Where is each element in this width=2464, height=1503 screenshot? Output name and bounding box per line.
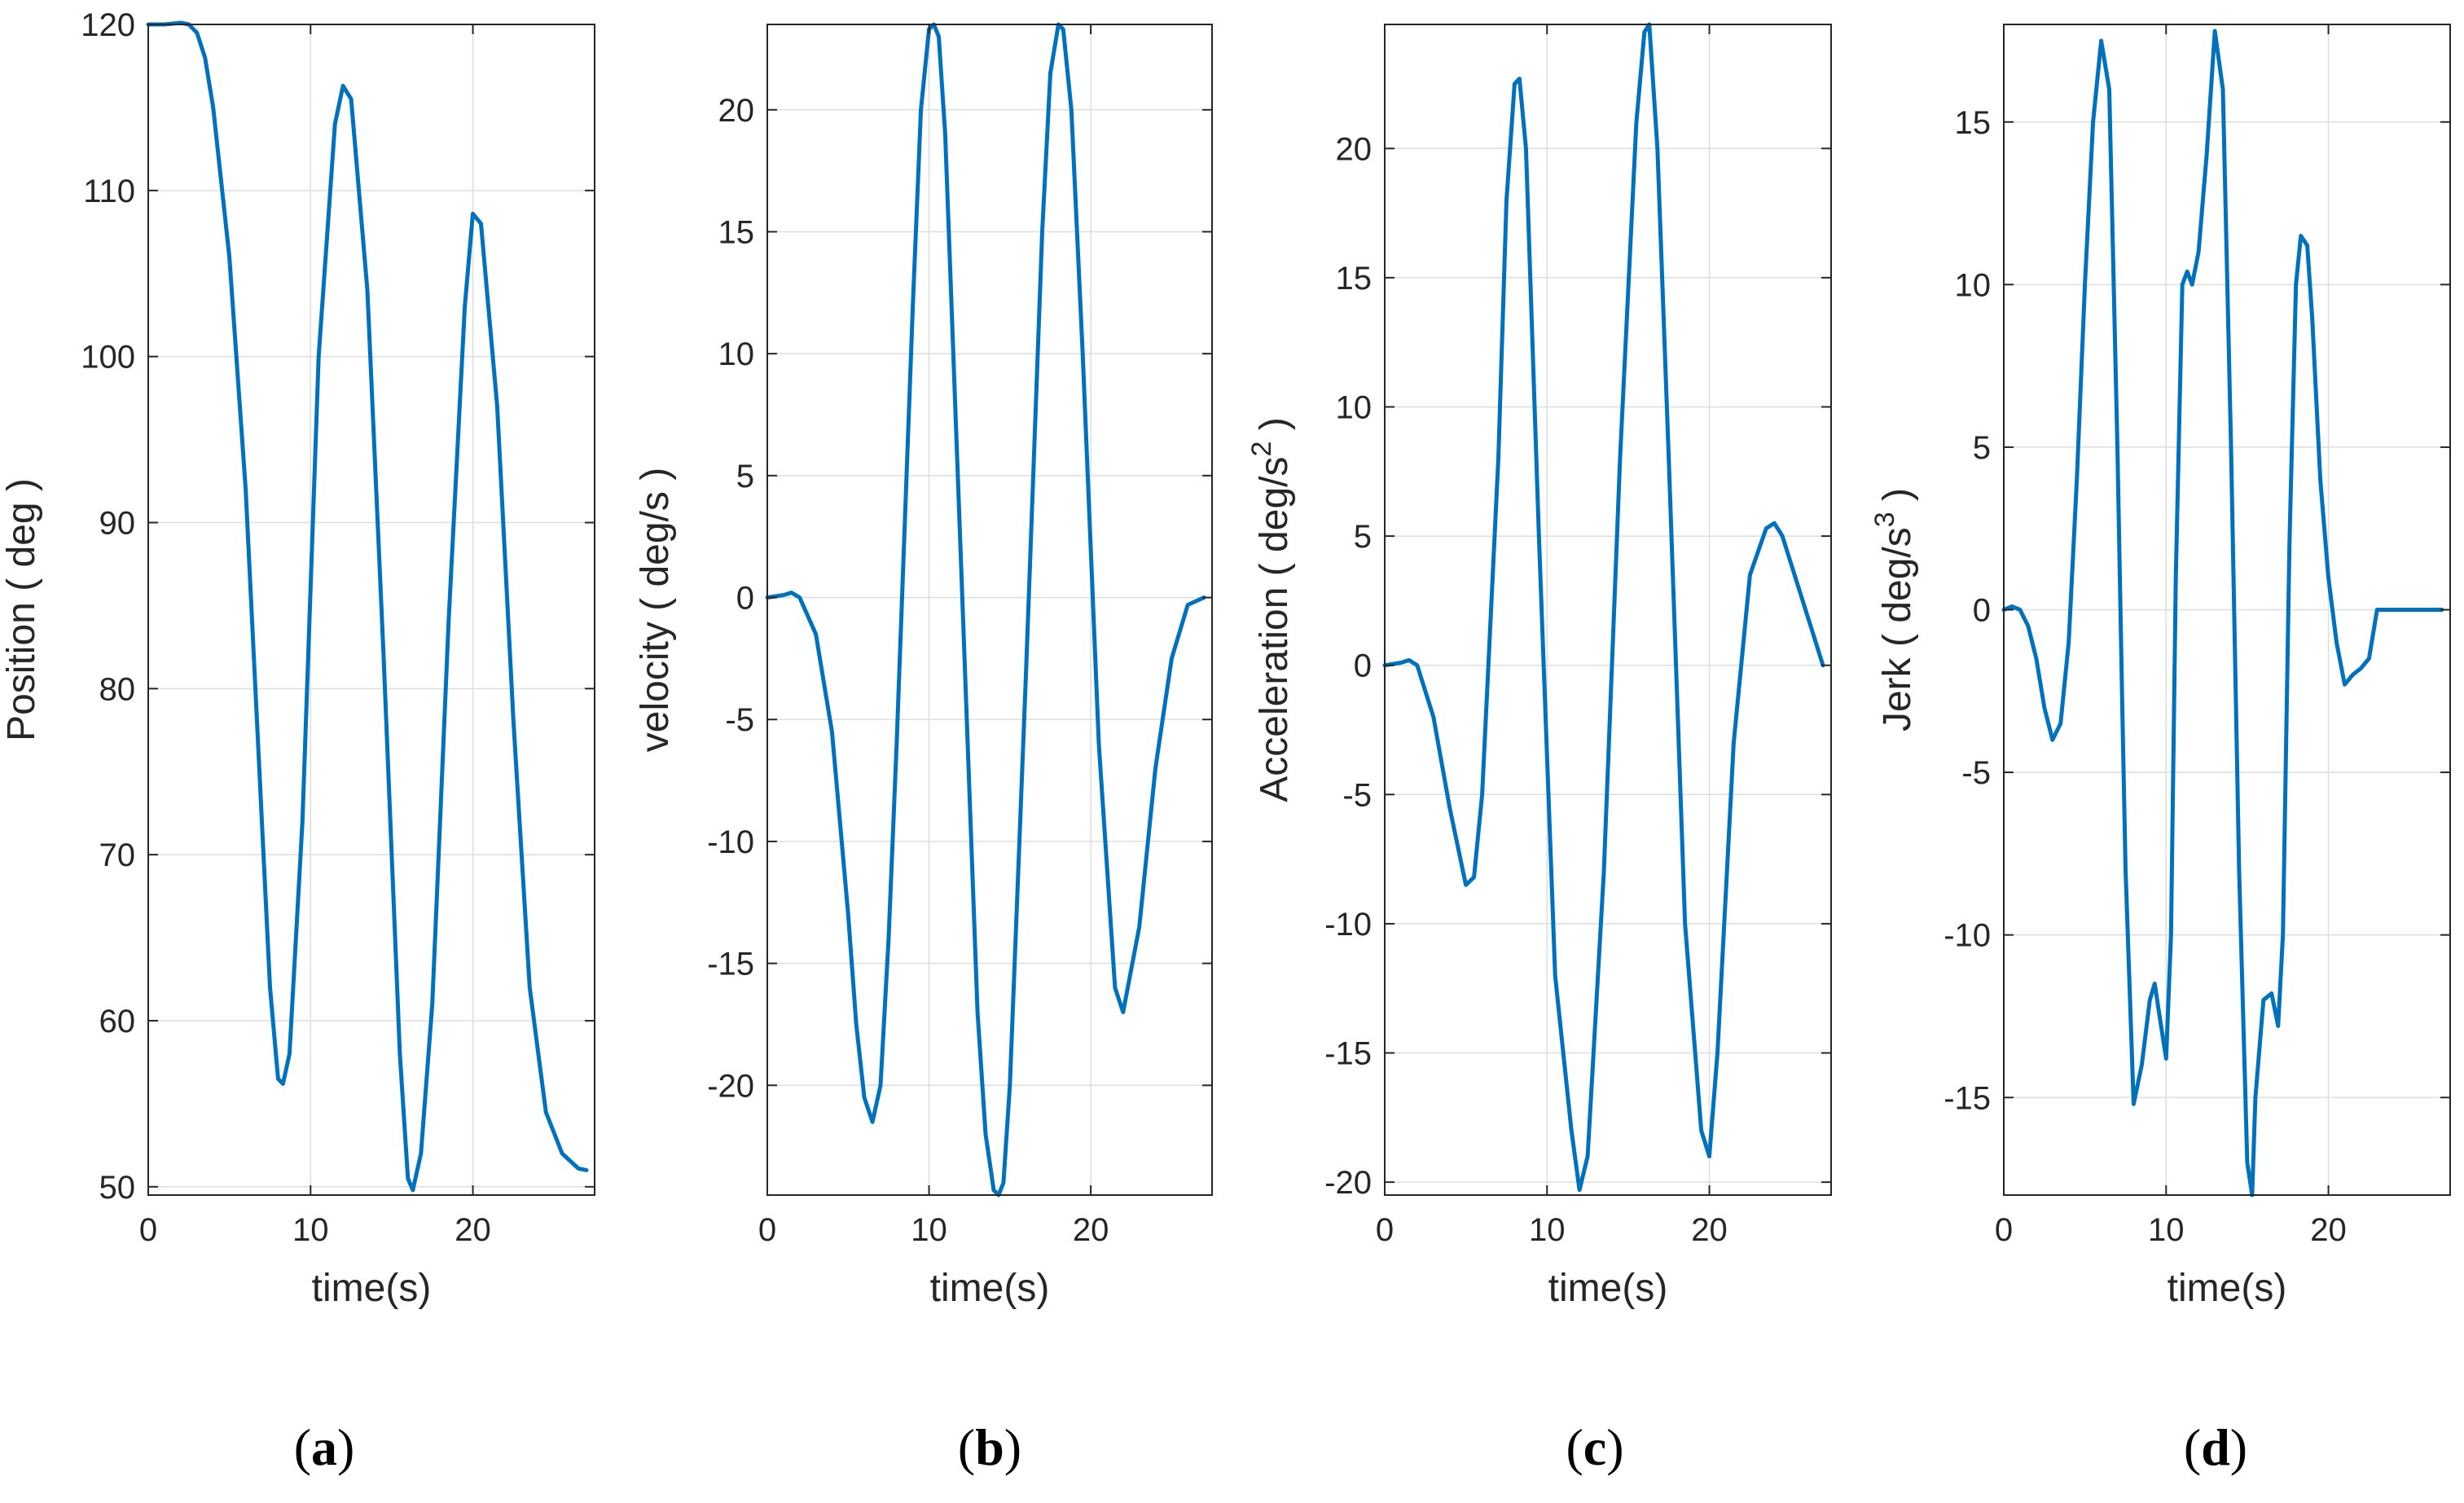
series-line-position [148,23,586,1190]
y-tick-label: 0 [736,581,754,617]
x-tick-label: 0 [758,1212,776,1248]
x-tick-label: 20 [1691,1212,1728,1248]
x-tick-label: 0 [1376,1212,1394,1248]
y-axis-label-exponent: 2 [1246,442,1277,457]
panel-caption: (c) [1566,1418,1623,1476]
panel-a: 0 10 20 50 60 70 80 90 100 110 120 time(s) Position … [0,7,595,1476]
y-tick-label: 120 [81,7,135,43]
y-tick-label: 90 [99,505,136,541]
x-tick-label: 20 [1073,1212,1109,1248]
y-tick-label: -15 [1324,1036,1372,1072]
y-tick-label: -5 [725,702,754,738]
panel-caption: (a) [294,1418,355,1476]
series-line-jerk [2004,31,2442,1195]
y-tick-label: 60 [99,1004,136,1039]
y-tick-label: 110 [83,174,135,209]
y-tick-label: -5 [1342,777,1372,813]
x-tick-label: 10 [1529,1212,1566,1248]
y-tick-label: 80 [99,671,136,707]
y-tick-label: -15 [707,947,754,982]
y-tick-label: -5 [1961,755,1991,791]
y-axis-label: Acceleration ( deg/s2 ) [1246,417,1296,802]
panel-b: 0 10 20 -20 -15 -10 -5 0 5 10 15 20 time(s) velocity … [634,24,1212,1476]
y-tick-label: 5 [1354,519,1372,555]
y-tick-label: 70 [99,837,136,873]
y-tick-label: -15 [1944,1080,1991,1116]
y-axis-label-exponent: 3 [1869,512,1900,527]
y-axis-label: velocity ( deg/s ) [634,468,677,752]
y-axis-label: Position ( deg ) [0,478,43,741]
y-tick-label: -10 [1944,918,1991,954]
y-tick-label: 20 [718,93,755,129]
y-tick-label: 0 [1354,648,1372,684]
figure: 0 10 205060708090100110120time(s)Position … [0,0,2464,1503]
y-tick-label: 15 [1336,261,1373,297]
y-tick-label: 10 [1336,389,1373,425]
series-line-velocity [767,24,1204,1195]
x-axis-label: time(s) [2168,1267,2287,1310]
y-tick-label: -10 [707,824,754,860]
x-tick-label: 0 [139,1212,157,1248]
x-tick-label: 20 [2310,1212,2347,1248]
x-tick-label: 0 [1995,1212,2013,1248]
y-tick-label: 5 [1973,430,1991,466]
x-tick-label: 10 [292,1212,329,1248]
series-line-acceleration [1385,24,1823,1190]
y-tick-label: -20 [707,1068,754,1104]
y-tick-label: 10 [718,336,755,372]
y-tick-label: 15 [718,214,755,250]
axes-box [767,24,1212,1195]
y-tick-label: 5 [736,459,754,494]
x-tick-label: 20 [455,1212,491,1248]
axes-box [148,24,595,1195]
y-tick-label: 20 [1336,131,1373,167]
y-tick-label: -10 [1324,907,1372,943]
y-tick-label: 10 [1955,267,1992,303]
panel-c: 0 10 20 -20 -15 -10 -5 0 5 10 15 20 time(s) Accelerat… [1246,24,1831,1476]
y-tick-label: 15 [1955,105,1992,141]
x-axis-label: time(s) [312,1267,432,1310]
y-axis-label: Jerk ( deg/s3 ) [1869,488,1919,732]
y-tick-label: 50 [99,1170,136,1206]
y-tick-label: 100 [81,340,135,376]
panel-caption: (d) [2184,1418,2247,1476]
x-axis-label: time(s) [1548,1267,1668,1310]
axes-box [1385,24,1831,1195]
y-tick-label: -20 [1324,1165,1372,1201]
panel-d: 0 10 20 -15 -10 -5 0 5 10 15 time(s) Jerk ( deg/s3 … [1869,24,2450,1476]
x-tick-label: 10 [911,1212,947,1248]
x-tick-label: 10 [2148,1212,2185,1248]
panel-caption: (b) [958,1418,1021,1476]
y-tick-label: 0 [1973,593,1991,629]
x-axis-label: time(s) [930,1267,1050,1310]
